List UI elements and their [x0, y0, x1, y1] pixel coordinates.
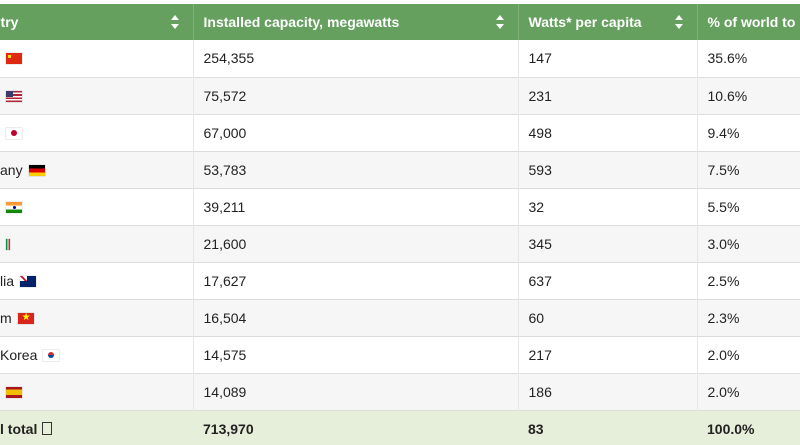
capacity-cell: 16,504	[193, 299, 519, 336]
solar-capacity-table: ntry Installed capacity, megawatts Watts…	[0, 4, 800, 445]
watts-cell: 147	[518, 40, 698, 77]
italy-flag-icon	[6, 238, 10, 250]
percent-cell: 10.6%	[707, 87, 748, 104]
table-header-row: ntry Installed capacity, megawatts Watts…	[0, 4, 800, 40]
capacity-cell: 21,600	[193, 225, 519, 262]
column-header-installed-capacity[interactable]: Installed capacity, megawatts	[193, 4, 519, 40]
country-cell	[0, 77, 194, 114]
country-cell: lia	[0, 262, 194, 299]
column-header-label: Watts* per capita	[528, 14, 642, 30]
table-row: 39,211 32 5.5%	[0, 188, 800, 225]
capacity-cell: 14,089	[193, 373, 519, 410]
sort-icon[interactable]	[495, 15, 504, 29]
table-row: 14,089 186 2.0%	[0, 373, 800, 410]
australia-flag-icon	[20, 275, 37, 287]
total-label-cell: l total	[0, 410, 193, 445]
watts-cell: 637	[518, 262, 698, 299]
capacity-cell: 254,355	[193, 40, 519, 77]
watts-cell: 345	[518, 225, 698, 262]
percent-cell: 7.5%	[707, 161, 740, 178]
united-states-flag-icon	[6, 90, 22, 102]
capacity-cell: 75,572	[193, 77, 519, 114]
table-row: any 53,783 593 7.5%	[0, 151, 800, 188]
country-name: m	[0, 309, 12, 326]
percent-cell: 2.5%	[707, 272, 740, 289]
china-flag-icon	[6, 53, 22, 65]
column-header-label: % of world to	[707, 14, 796, 30]
country-name: lia	[0, 272, 15, 289]
column-header-watts-per-capita[interactable]: Watts* per capita	[518, 4, 698, 40]
capacity-cell: 17,627	[193, 262, 519, 299]
country-cell: any	[0, 151, 194, 188]
watts-cell: 217	[518, 336, 698, 373]
info-icon[interactable]	[42, 421, 53, 435]
country-cell: m	[0, 299, 194, 336]
germany-flag-icon	[28, 164, 45, 176]
country-cell	[0, 188, 194, 225]
vietnam-flag-icon	[17, 310, 34, 326]
capacity-cell: 53,783	[193, 151, 519, 188]
total-capacity-cell: 713,970	[203, 420, 254, 437]
percent-cell: 2.3%	[707, 309, 740, 326]
watts-cell: 498	[518, 114, 698, 151]
spain-flag-icon	[6, 386, 22, 398]
column-header-label: Installed capacity, megawatts	[203, 14, 400, 30]
table-row: 21,600 345 3.0%	[0, 225, 800, 262]
india-flag-icon	[6, 201, 22, 213]
sort-icon[interactable]	[170, 15, 179, 29]
table-row: lia 17,627 637 2.5%	[0, 262, 800, 299]
percent-cell: 2.0%	[707, 383, 740, 400]
table-row: 75,572 231 10.6%	[0, 77, 800, 114]
country-cell	[0, 225, 194, 262]
table-row: m 16,504 60 2.3%	[0, 299, 800, 336]
watts-cell: 32	[518, 188, 698, 225]
country-cell	[0, 40, 194, 77]
country-cell	[0, 114, 194, 151]
total-row: l total 713,970 83 100.0%	[0, 410, 800, 445]
south-korea-flag-icon	[43, 349, 60, 361]
watts-cell: 60	[518, 299, 698, 336]
total-label: l total	[0, 420, 38, 437]
percent-cell: 5.5%	[707, 198, 740, 215]
column-header-label: ntry	[0, 14, 19, 30]
sort-icon[interactable]	[674, 15, 683, 29]
column-header-country[interactable]: ntry	[0, 4, 194, 40]
table-row: 254,355 147 35.6%	[0, 40, 800, 77]
capacity-cell: 14,575	[193, 336, 519, 373]
japan-flag-icon	[6, 127, 22, 139]
capacity-cell: 67,000	[193, 114, 519, 151]
watts-cell: 186	[518, 373, 698, 410]
total-percent-cell: 100.0%	[707, 420, 755, 437]
capacity-cell: 39,211	[193, 188, 519, 225]
percent-cell: 35.6%	[707, 50, 748, 67]
percent-cell: 9.4%	[707, 124, 740, 141]
table-row: Korea 14,575 217 2.0%	[0, 336, 800, 373]
percent-cell: 3.0%	[707, 235, 740, 252]
total-watts-cell: 83	[528, 420, 544, 437]
percent-cell: 2.0%	[707, 346, 740, 363]
country-cell	[0, 373, 194, 410]
table-row: 67,000 498 9.4%	[0, 114, 800, 151]
watts-cell: 593	[518, 151, 698, 188]
watts-cell: 231	[518, 77, 698, 114]
country-name: any	[0, 161, 23, 178]
country-name: Korea	[0, 346, 38, 363]
country-cell: Korea	[0, 336, 194, 373]
column-header-percent-of-world-total[interactable]: % of world to	[697, 4, 800, 40]
